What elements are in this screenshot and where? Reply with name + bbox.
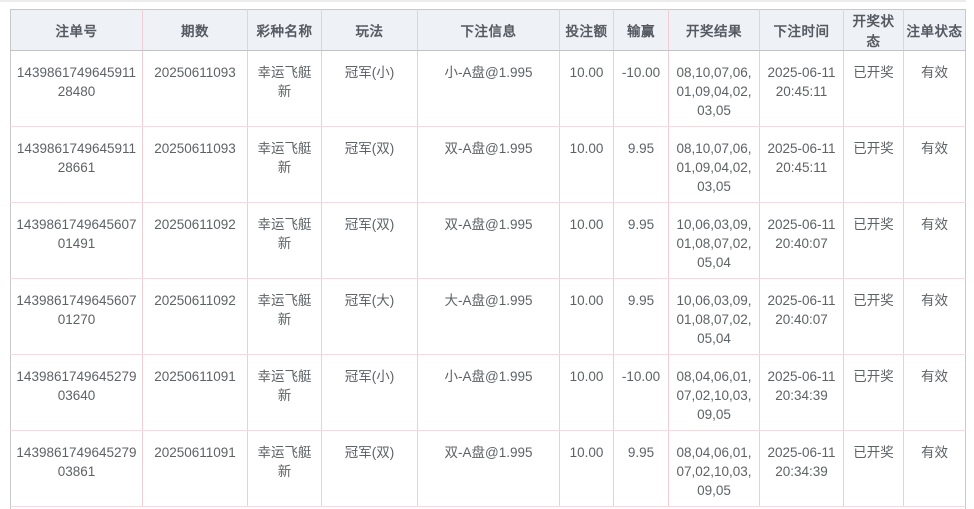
cell-play-type: 冠军(双) xyxy=(321,126,418,203)
cell-bet-info: 双-A盘@1.995 xyxy=(417,126,560,203)
cell-order-status: 有效 xyxy=(903,278,966,355)
cell-order-status: 有效 xyxy=(903,126,966,203)
cell-lottery-name: 幸运飞艇新 xyxy=(247,202,322,279)
bet-records-table: 注单号 期数 彩种名称 玩法 下注信息 投注额 输赢 开奖结果 下注时间 开奖状… xyxy=(10,9,966,509)
table-row-partial xyxy=(10,506,966,509)
col-header-order-status: 注单状态 xyxy=(903,9,966,51)
col-header-lottery-name: 彩种名称 xyxy=(247,9,322,51)
col-header-win-loss: 输赢 xyxy=(613,9,669,51)
cell-draw-result: 10,06,03,09,01,08,07,02,05,04 xyxy=(668,202,760,279)
cell-bet-info: 小-A盘@1.995 xyxy=(417,354,560,431)
cell-lottery-name: 幸运飞艇新 xyxy=(247,278,322,355)
cell-draw-result: 10,06,03,09,01,08,07,02,05,04 xyxy=(668,278,760,355)
cell-partial xyxy=(10,506,966,509)
cell-lottery-name: 幸运飞艇新 xyxy=(247,50,322,127)
col-header-play-type: 玩法 xyxy=(321,9,418,51)
cell-bet-info: 小-A盘@1.995 xyxy=(417,50,560,127)
top-divider xyxy=(0,0,966,2)
col-header-bet-time: 下注时间 xyxy=(759,9,844,51)
cell-play-type: 冠军(双) xyxy=(321,202,418,279)
cell-win-loss: 9.95 xyxy=(613,126,669,203)
cell-order-id: 143986174964527903640 xyxy=(10,354,143,431)
cell-lottery-name: 幸运飞艇新 xyxy=(247,126,322,203)
cell-lottery-name: 幸运飞艇新 xyxy=(247,430,322,507)
col-header-order-id: 注单号 xyxy=(10,9,143,51)
cell-play-type: 冠军(大) xyxy=(321,278,418,355)
cell-bet-time: 2025-06-11 20:45:11 xyxy=(759,126,844,203)
cell-period: 20250611091 xyxy=(142,430,248,507)
cell-bet-amount: 10.00 xyxy=(559,50,614,127)
col-header-draw-status: 开奖状态 xyxy=(843,9,904,51)
cell-bet-info: 大-A盘@1.995 xyxy=(417,278,560,355)
col-header-bet-info: 下注信息 xyxy=(417,9,560,51)
col-header-bet-amount: 投注额 xyxy=(559,9,614,51)
cell-order-id: 143986174964560701491 xyxy=(10,202,143,279)
table-row: 143986174964591128661 20250611093 幸运飞艇新 … xyxy=(10,126,966,203)
cell-order-status: 有效 xyxy=(903,202,966,279)
table-row: 143986174964527903861 20250611091 幸运飞艇新 … xyxy=(10,430,966,507)
cell-play-type: 冠军(小) xyxy=(321,50,418,127)
cell-order-status: 有效 xyxy=(903,354,966,431)
table-row: 143986174964591128480 20250611093 幸运飞艇新 … xyxy=(10,50,966,127)
cell-draw-result: 08,04,06,01,07,02,10,03,09,05 xyxy=(668,354,760,431)
cell-win-loss: 9.95 xyxy=(613,278,669,355)
cell-bet-time: 2025-06-11 20:40:07 xyxy=(759,278,844,355)
cell-draw-result: 08,10,07,06,01,09,04,02,03,05 xyxy=(668,50,760,127)
cell-draw-status: 已开奖 xyxy=(843,430,904,507)
col-header-draw-result: 开奖结果 xyxy=(668,9,760,51)
cell-period: 20250611092 xyxy=(142,202,248,279)
cell-bet-amount: 10.00 xyxy=(559,202,614,279)
cell-period: 20250611093 xyxy=(142,50,248,127)
cell-bet-time: 2025-06-11 20:34:39 xyxy=(759,430,844,507)
cell-period: 20250611092 xyxy=(142,278,248,355)
header-row: 注单号 期数 彩种名称 玩法 下注信息 投注额 输赢 开奖结果 下注时间 开奖状… xyxy=(10,9,966,51)
cell-bet-info: 双-A盘@1.995 xyxy=(417,202,560,279)
cell-draw-status: 已开奖 xyxy=(843,126,904,203)
cell-bet-amount: 10.00 xyxy=(559,430,614,507)
cell-bet-time: 2025-06-11 20:34:39 xyxy=(759,354,844,431)
cell-lottery-name: 幸运飞艇新 xyxy=(247,354,322,431)
cell-order-id: 143986174964591128480 xyxy=(10,50,143,127)
cell-draw-status: 已开奖 xyxy=(843,278,904,355)
cell-bet-amount: 10.00 xyxy=(559,126,614,203)
cell-draw-status: 已开奖 xyxy=(843,50,904,127)
cell-win-loss: 9.95 xyxy=(613,202,669,279)
table-row: 143986174964560701270 20250611092 幸运飞艇新 … xyxy=(10,278,966,355)
cell-bet-time: 2025-06-11 20:40:07 xyxy=(759,202,844,279)
cell-order-status: 有效 xyxy=(903,50,966,127)
cell-draw-result: 08,10,07,06,01,09,04,02,03,05 xyxy=(668,126,760,203)
cell-draw-status: 已开奖 xyxy=(843,354,904,431)
cell-order-id: 143986174964527903861 xyxy=(10,430,143,507)
cell-win-loss: -10.00 xyxy=(613,354,669,431)
cell-bet-amount: 10.00 xyxy=(559,278,614,355)
cell-win-loss: -10.00 xyxy=(613,50,669,127)
cell-bet-info: 双-A盘@1.995 xyxy=(417,430,560,507)
cell-draw-result: 08,04,06,01,07,02,10,03,09,05 xyxy=(668,430,760,507)
cell-draw-status: 已开奖 xyxy=(843,202,904,279)
table-header: 注单号 期数 彩种名称 玩法 下注信息 投注额 输赢 开奖结果 下注时间 开奖状… xyxy=(10,9,966,51)
cell-period: 20250611091 xyxy=(142,354,248,431)
col-header-period: 期数 xyxy=(142,9,248,51)
cell-win-loss: 9.95 xyxy=(613,430,669,507)
cell-bet-time: 2025-06-11 20:45:11 xyxy=(759,50,844,127)
cell-bet-amount: 10.00 xyxy=(559,354,614,431)
cell-play-type: 冠军(双) xyxy=(321,430,418,507)
table-body: 143986174964591128480 20250611093 幸运飞艇新 … xyxy=(10,50,966,509)
table-row: 143986174964560701491 20250611092 幸运飞艇新 … xyxy=(10,202,966,279)
cell-period: 20250611093 xyxy=(142,126,248,203)
cell-order-id: 143986174964591128661 xyxy=(10,126,143,203)
table-row: 143986174964527903640 20250611091 幸运飞艇新 … xyxy=(10,354,966,431)
cell-order-id: 143986174964560701270 xyxy=(10,278,143,355)
cell-order-status: 有效 xyxy=(903,430,966,507)
cell-play-type: 冠军(小) xyxy=(321,354,418,431)
